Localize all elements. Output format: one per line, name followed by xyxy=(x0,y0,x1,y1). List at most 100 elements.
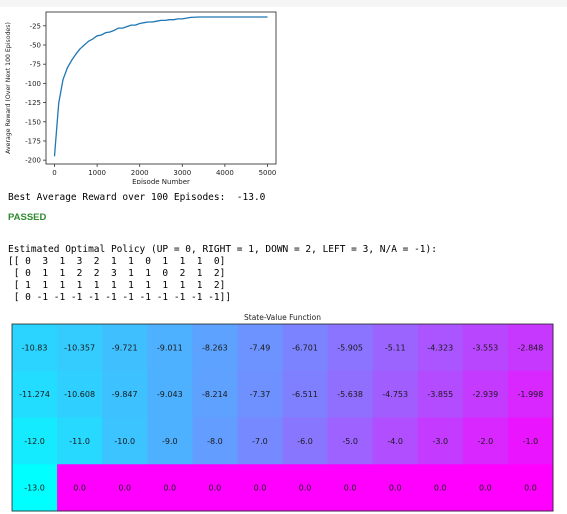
heatmap-cell-label: -3.855 xyxy=(427,390,453,399)
heatmap-cell xyxy=(147,464,193,512)
heatmap-cell xyxy=(57,324,103,372)
heatmap-cell-label: -5.11 xyxy=(385,343,406,352)
heatmap-cell-label: 0.0 xyxy=(389,484,402,493)
heatmap-cell xyxy=(147,370,193,418)
x-tick-label: 3000 xyxy=(173,169,191,177)
x-tick-label: 1000 xyxy=(88,169,106,177)
y-tick-label: -50 xyxy=(30,42,41,50)
heatmap-cell xyxy=(57,370,103,418)
heatmap-cell xyxy=(192,370,238,418)
heatmap-cell-label: -4.753 xyxy=(382,390,408,399)
heatmap-cell-label: -6.701 xyxy=(292,343,318,352)
x-tick-label: 4000 xyxy=(216,169,234,177)
heatmap-cell xyxy=(327,417,374,465)
heatmap-cell-label: -4.323 xyxy=(427,343,453,352)
heatmap-cell xyxy=(192,417,238,465)
y-tick-label: -200 xyxy=(25,157,41,165)
heatmap-cell xyxy=(282,464,329,512)
heatmap-cell xyxy=(12,324,58,372)
heatmap-cell-label: -5.905 xyxy=(337,343,363,352)
heatmap-cell-label: -3.0 xyxy=(432,437,448,446)
heatmap-cell-label: -6.0 xyxy=(297,437,313,446)
y-tick-label: -175 xyxy=(25,137,41,145)
heatmap-cell-label: 0.0 xyxy=(254,484,267,493)
heatmap-frame xyxy=(11,323,554,512)
heatmap-cell-label: -8.214 xyxy=(202,390,228,399)
y-tick-label: -125 xyxy=(25,99,41,107)
heatmap-cell-label: -5.638 xyxy=(337,390,363,399)
notebook-top-divider xyxy=(0,0,567,7)
y-tick-label: -25 xyxy=(30,22,41,30)
heatmap-cell xyxy=(417,324,464,372)
policy-header: Estimated Optimal Policy (UP = 0, RIGHT … xyxy=(8,244,437,255)
heatmap-cell-label: -5.0 xyxy=(342,437,358,446)
heatmap-cell-label: -11.0 xyxy=(69,437,90,446)
heatmap-cell-label: -9.0 xyxy=(162,437,178,446)
heatmap-cell-label: -7.37 xyxy=(250,390,271,399)
heatmap-cell-label: -10.357 xyxy=(64,343,95,352)
x-axis-label: Episode Number xyxy=(132,178,190,184)
heatmap-cell-label: -2.848 xyxy=(518,343,544,352)
heatmap-cell xyxy=(282,370,329,418)
heatmap-cell-label: -13.0 xyxy=(24,484,45,493)
heatmap-cell-label: -6.511 xyxy=(292,390,318,399)
y-tick-label: -75 xyxy=(30,61,41,69)
x-tick-label: 0 xyxy=(52,169,56,177)
heatmap-cell xyxy=(12,417,58,465)
heatmap-cell xyxy=(12,370,58,418)
heatmap-cell xyxy=(327,370,374,418)
heatmap-cell xyxy=(192,324,238,372)
heatmap-cell xyxy=(237,417,283,465)
reward-line-chart: 0 1000 2000 3000 4000 5000 -200 -175 -150 -125 -10… xyxy=(5,11,277,184)
heatmap-cell-label: -2.939 xyxy=(472,390,498,399)
state-value-heatmap: State-Value Function -10.83 -10.357 -9.721 -… xyxy=(11,313,554,512)
reward-series-line xyxy=(53,16,268,157)
heatmap-cell xyxy=(237,464,283,512)
heatmap-cell-label: 0.0 xyxy=(344,484,357,493)
heatmap-cell-label: -9.011 xyxy=(157,343,183,352)
heatmap-cell xyxy=(417,464,464,512)
heatmap-cell-label: -10.608 xyxy=(64,390,95,399)
heatmap-cell xyxy=(372,324,419,372)
heatmap-cell-label: -3.553 xyxy=(472,343,498,352)
heatmap-cell xyxy=(12,464,58,512)
heatmap-cell xyxy=(462,464,509,512)
heatmap-cell-label: -8.263 xyxy=(202,343,228,352)
heatmap-cell xyxy=(372,370,419,418)
heatmap-cell xyxy=(507,324,554,372)
heatmap-cell xyxy=(507,464,554,512)
heatmap-cell-label: 0.0 xyxy=(73,484,86,493)
heatmap-cell xyxy=(102,370,148,418)
y-tick-label: -100 xyxy=(25,80,41,88)
plot-frame xyxy=(45,11,277,165)
x-tick-label: 5000 xyxy=(259,169,277,177)
heatmap-cell xyxy=(282,324,329,372)
heatmap-cell-label: -1.0 xyxy=(523,437,539,446)
heatmap-cell-label: -9.847 xyxy=(112,390,138,399)
heatmap-cell-label: 0.0 xyxy=(299,484,312,493)
heatmap-cell xyxy=(147,324,193,372)
heatmap-cell xyxy=(417,370,464,418)
heatmap-cell xyxy=(237,370,283,418)
heatmap-cell xyxy=(102,324,148,372)
heatmap-cell-label: -1.998 xyxy=(518,390,544,399)
heatmap-cell xyxy=(417,417,464,465)
heatmap-cell-label: 0.0 xyxy=(163,484,176,493)
heatmap-cell xyxy=(462,324,509,372)
heatmap-cell xyxy=(372,417,419,465)
heatmap-cell xyxy=(192,464,238,512)
heatmap-cell-label: 0.0 xyxy=(209,484,222,493)
y-tick-label: -150 xyxy=(25,118,41,126)
heatmap-cell xyxy=(327,464,374,512)
heatmap-cell-label: 0.0 xyxy=(118,484,131,493)
policy-row: [ 1 1 1 1 1 1 1 1 1 1 1 2] xyxy=(8,280,226,291)
heatmap-cell xyxy=(57,464,103,512)
heatmap-cell xyxy=(102,464,148,512)
heatmap-cell-label: 0.0 xyxy=(479,484,492,493)
heatmap-cell-label: 0.0 xyxy=(524,484,537,493)
heatmap-cell-label: -9.043 xyxy=(157,390,183,399)
heatmap-cell-label: -2.0 xyxy=(478,437,494,446)
heatmap-cell xyxy=(462,370,509,418)
policy-row: [ 0 -1 -1 -1 -1 -1 -1 -1 -1 -1 -1 -1]] xyxy=(8,292,232,303)
heatmap-cell-label: -10.83 xyxy=(22,343,48,352)
